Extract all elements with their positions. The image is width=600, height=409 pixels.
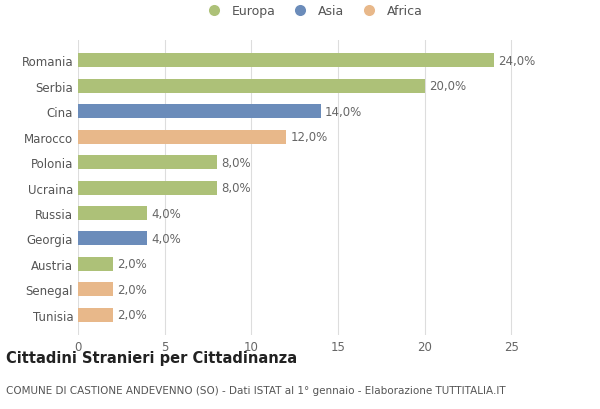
Bar (78, 257, 113, 271)
Bar (78, 80, 425, 94)
Text: Cittadini Stranieri per Cittadinanza: Cittadini Stranieri per Cittadinanza (6, 350, 297, 365)
Legend: Europa, Asia, Africa: Europa, Asia, Africa (197, 0, 427, 23)
Text: 4,0%: 4,0% (152, 232, 181, 245)
Text: 12,0%: 12,0% (290, 131, 328, 144)
Text: 2,0%: 2,0% (117, 283, 147, 296)
Bar (78, 283, 113, 297)
Bar (78, 130, 286, 144)
Bar (78, 232, 148, 246)
Text: COMUNE DI CASTIONE ANDEVENNO (SO) - Dati ISTAT al 1° gennaio - Elaborazione TUTT: COMUNE DI CASTIONE ANDEVENNO (SO) - Dati… (6, 384, 506, 395)
Bar (78, 156, 217, 170)
Text: 8,0%: 8,0% (221, 182, 251, 195)
Text: 2,0%: 2,0% (117, 308, 147, 321)
Text: 14,0%: 14,0% (325, 106, 362, 119)
Text: 24,0%: 24,0% (499, 55, 536, 68)
Bar (78, 181, 217, 195)
Text: 2,0%: 2,0% (117, 258, 147, 271)
Text: 20,0%: 20,0% (429, 80, 466, 93)
Bar (78, 207, 148, 220)
Bar (78, 54, 494, 68)
Text: 4,0%: 4,0% (152, 207, 181, 220)
Text: 8,0%: 8,0% (221, 156, 251, 169)
Bar (78, 105, 320, 119)
Bar (78, 308, 113, 322)
